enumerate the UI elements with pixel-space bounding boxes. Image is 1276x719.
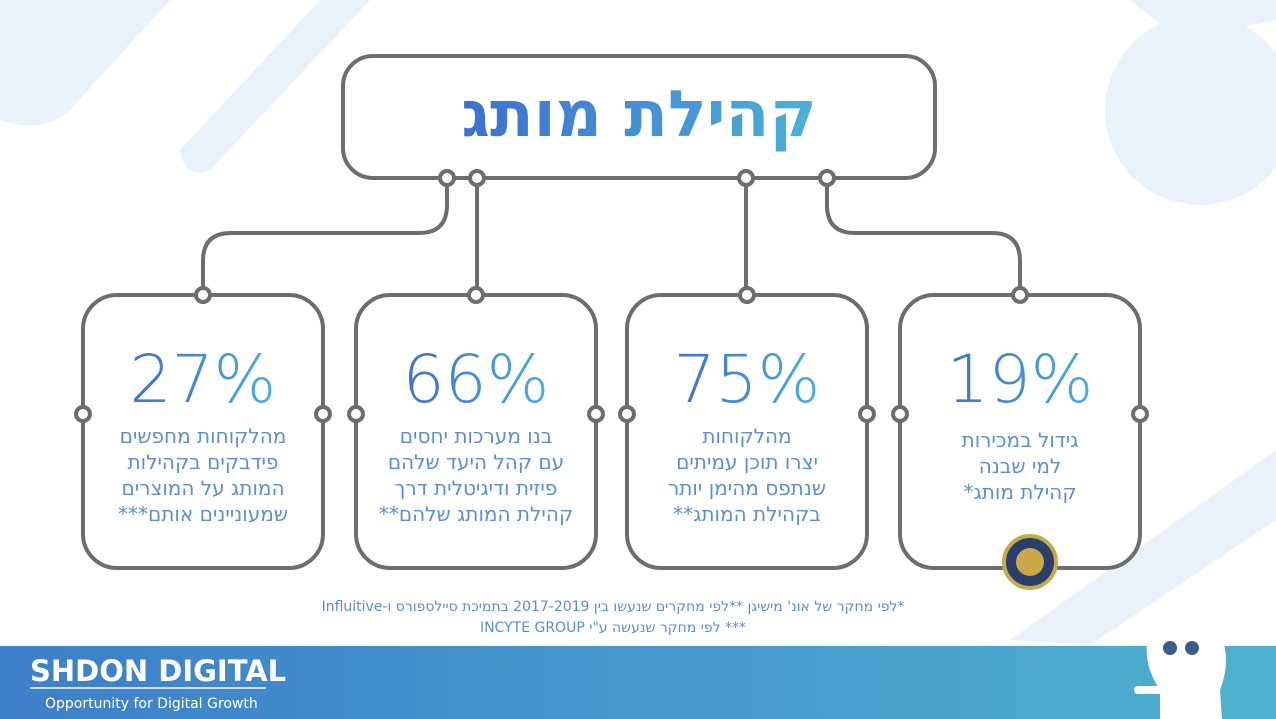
decor bbox=[0, 0, 1276, 645]
node bbox=[1131, 405, 1149, 423]
card-line: קהילת מותג* bbox=[963, 480, 1076, 504]
card-line: שנתפס מהימן יותר bbox=[668, 476, 826, 500]
card-line: למי שבנה bbox=[979, 454, 1062, 478]
stat: 19% bbox=[947, 341, 1094, 418]
node bbox=[347, 405, 365, 423]
node bbox=[858, 405, 876, 423]
card-line: גידול במכירות bbox=[962, 428, 1079, 452]
footnote: *** לפי מחקר שנעשה ע"י INCYTE GROUP bbox=[480, 620, 746, 636]
brand-tagline: Opportunity for Digital Growth bbox=[45, 696, 258, 712]
card-line: בקהילת המותג** bbox=[673, 502, 821, 526]
card-line: עם קהל היעד שלהם bbox=[388, 450, 564, 474]
card-line: מהלקוחות bbox=[702, 424, 791, 448]
seal bbox=[1002, 534, 1058, 590]
node bbox=[738, 286, 756, 304]
title-box bbox=[341, 54, 937, 180]
card-line: המותג על המוצרים bbox=[121, 476, 284, 500]
card-line: פיזית ודיגיטלית דרך bbox=[395, 476, 558, 500]
connectors bbox=[201, 178, 1022, 295]
card-line: יצרו תוכן עמיתים bbox=[676, 450, 818, 474]
card-line: קהילת המותג שלהם** bbox=[379, 502, 573, 526]
brand-name: SHDON DIGITAL bbox=[30, 654, 286, 688]
stat: 75% bbox=[674, 341, 821, 418]
node bbox=[314, 405, 332, 423]
node bbox=[194, 286, 212, 304]
card-line: מהלקוחות מחפשים bbox=[120, 424, 287, 448]
node bbox=[818, 169, 836, 187]
mascot bbox=[1134, 614, 1226, 719]
node bbox=[587, 405, 605, 423]
node bbox=[467, 286, 485, 304]
node bbox=[438, 169, 456, 187]
node bbox=[74, 405, 92, 423]
stat: 66% bbox=[403, 341, 550, 418]
node bbox=[618, 405, 636, 423]
title: קהילת מותג bbox=[461, 78, 816, 152]
node bbox=[1011, 286, 1029, 304]
card-line: שמעוניינים אותם*** bbox=[118, 502, 288, 526]
card-line: בנו מערכות יחסים bbox=[400, 424, 553, 448]
footer-band bbox=[0, 646, 1276, 719]
node bbox=[891, 405, 909, 423]
node bbox=[468, 169, 486, 187]
stat: 27% bbox=[130, 341, 277, 418]
card-line: פידבקים בקהילות bbox=[128, 450, 279, 474]
footnote: *לפי מחקר של אונ' מישיגן **לפי מחקרים שנ… bbox=[322, 599, 905, 615]
node bbox=[737, 169, 755, 187]
